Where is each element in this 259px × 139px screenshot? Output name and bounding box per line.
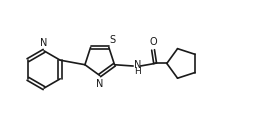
Text: S: S	[109, 35, 115, 45]
Text: N: N	[134, 60, 142, 70]
Text: N: N	[40, 38, 48, 48]
Text: H: H	[134, 67, 141, 76]
Text: N: N	[96, 79, 103, 89]
Text: O: O	[149, 37, 157, 47]
